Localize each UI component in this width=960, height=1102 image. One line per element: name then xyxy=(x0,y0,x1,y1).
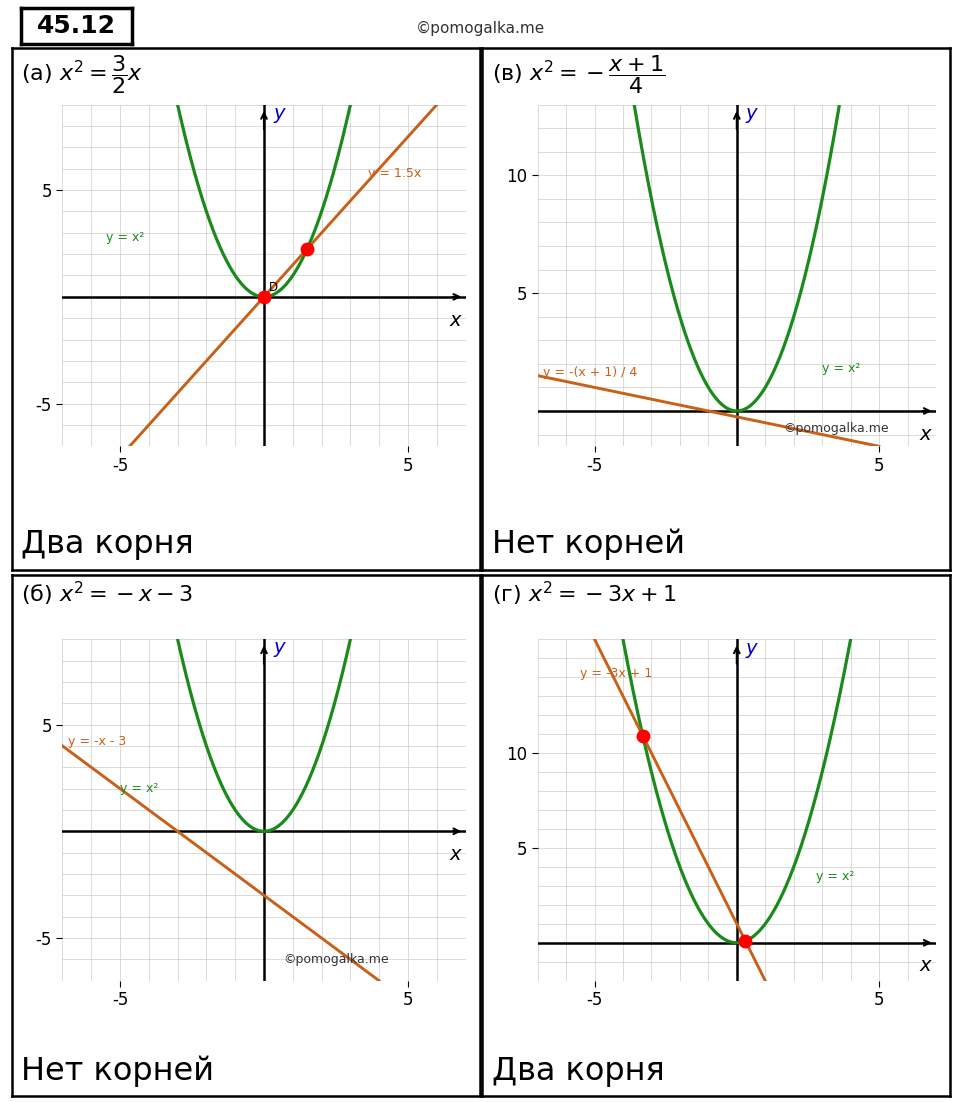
Text: $y$: $y$ xyxy=(273,640,287,659)
Text: $x$: $x$ xyxy=(448,311,463,329)
Text: y = x²: y = x² xyxy=(106,230,144,244)
Text: Два корня: Два корня xyxy=(21,529,194,560)
Text: Нет корней: Нет корней xyxy=(492,528,684,560)
Text: y = x²: y = x² xyxy=(822,363,860,375)
Text: y = x²: y = x² xyxy=(120,782,158,796)
Text: y = -3x + 1: y = -3x + 1 xyxy=(580,667,653,680)
Text: 45.12: 45.12 xyxy=(36,14,116,37)
Text: y = 1.5x: y = 1.5x xyxy=(368,166,420,180)
Text: $x$: $x$ xyxy=(448,845,463,864)
Text: D: D xyxy=(269,281,278,294)
Text: (a) $x^2 = \dfrac{3}{2}x$: (a) $x^2 = \dfrac{3}{2}x$ xyxy=(21,53,143,96)
Text: $y$: $y$ xyxy=(745,106,759,126)
Text: $x$: $x$ xyxy=(919,424,933,444)
Text: Два корня: Два корня xyxy=(492,1056,664,1087)
Text: $y$: $y$ xyxy=(273,106,287,125)
Text: (б) $x^2 = -x - 3$: (б) $x^2 = -x - 3$ xyxy=(21,580,193,608)
Text: y = -x - 3: y = -x - 3 xyxy=(68,735,127,748)
Text: y = x²: y = x² xyxy=(816,869,854,883)
Text: y = -(x + 1) / 4: y = -(x + 1) / 4 xyxy=(543,366,637,379)
Text: (г) $x^2 = -3x + 1$: (г) $x^2 = -3x + 1$ xyxy=(492,580,676,608)
Text: (в) $x^2 = -\dfrac{x+1}{4}$: (в) $x^2 = -\dfrac{x+1}{4}$ xyxy=(492,53,665,96)
Text: ©pomogalka.me: ©pomogalka.me xyxy=(783,422,889,434)
Text: ©pomogalka.me: ©pomogalka.me xyxy=(416,21,544,36)
Text: Нет корней: Нет корней xyxy=(21,1055,214,1087)
Text: $x$: $x$ xyxy=(919,957,933,975)
Text: $y$: $y$ xyxy=(745,640,759,660)
Text: ©pomogalka.me: ©pomogalka.me xyxy=(283,953,389,965)
